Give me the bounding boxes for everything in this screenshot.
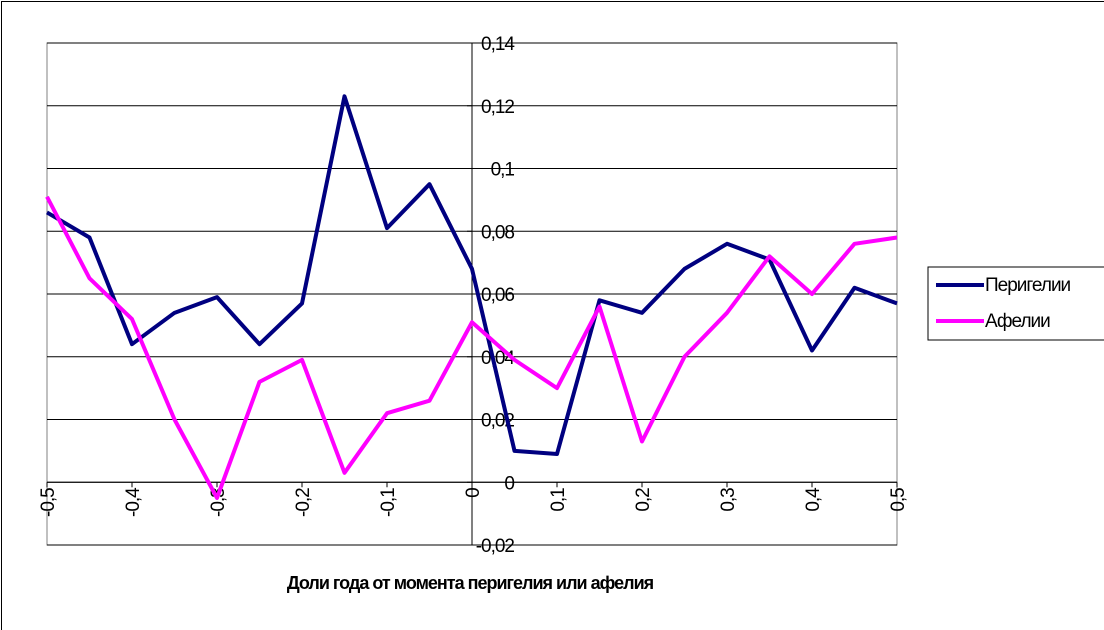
y-tick-label: 0,06 — [481, 285, 514, 306]
y-tick-label: 0,1 — [491, 160, 515, 181]
x-tick-label: -0,5 — [38, 488, 59, 517]
y-tick-label: 0 — [504, 473, 514, 494]
x-tick-label: 0,2 — [633, 488, 654, 512]
x-tick-label: -0,1 — [378, 488, 399, 517]
y-tick-label: -0,02 — [476, 536, 515, 557]
legend-label: Перигелии — [985, 275, 1071, 296]
data-line — [45, 94, 898, 457]
legend-label: Афелии — [985, 311, 1050, 332]
y-tick-label: 0,08 — [481, 222, 514, 243]
data-line — [45, 195, 898, 500]
x-axis-title: Доли года от момента перигелия или афели… — [287, 573, 654, 593]
x-tick-label: 0,4 — [803, 487, 824, 512]
x-tick-label: -0,4 — [123, 487, 144, 517]
legend-box — [927, 266, 1104, 341]
x-tick-label: 0,1 — [548, 488, 569, 512]
x-tick-label: 0,3 — [718, 488, 739, 512]
x-tick-label: -0,2 — [293, 488, 314, 517]
y-tick-label: 0,14 — [481, 34, 515, 55]
x-tick-label: 0,5 — [888, 488, 909, 512]
y-tick-label: 0,12 — [481, 97, 514, 118]
x-tick-label: 0 — [463, 488, 484, 498]
